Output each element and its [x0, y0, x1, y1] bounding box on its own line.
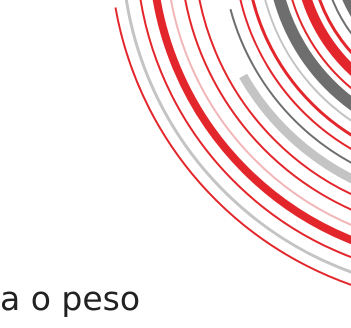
arc-stroke: [152, 0, 351, 245]
arc-stroke: [198, 0, 351, 196]
arc-stroke: [301, 0, 351, 76]
arc-stroke: [273, 0, 351, 111]
arc-stroke: [264, 0, 351, 122]
arc-stroke: [251, 0, 351, 137]
arc-stroke: [124, 0, 351, 274]
arc-stroke: [184, 0, 351, 211]
arc-stroke: [239, 73, 351, 184]
arc-stroke: [318, 0, 351, 55]
arc-stroke: [139, 0, 351, 259]
arc-stroke: [239, 0, 351, 150]
arc-stroke: [114, 7, 351, 286]
partial-text-line: a o peso: [0, 279, 141, 318]
arc-stroke: [229, 8, 351, 164]
arc-stroke: [291, 0, 351, 90]
arc-stroke: [170, 0, 351, 226]
